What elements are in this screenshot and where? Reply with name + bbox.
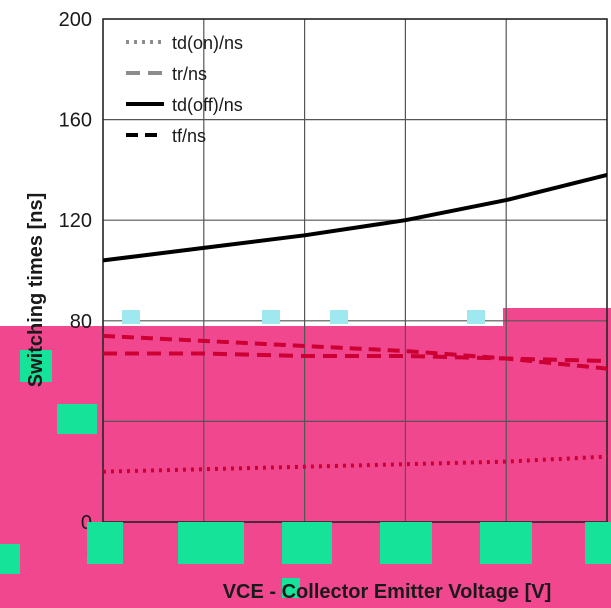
artifact-block <box>262 310 280 324</box>
artifact-block <box>122 310 140 324</box>
y-tick-label: 160 <box>59 110 92 132</box>
artifact-block <box>330 310 348 324</box>
overlay-band-top-right <box>503 308 611 326</box>
series-group <box>103 172 607 474</box>
artifact-block <box>480 522 532 564</box>
y-tick-label: 80 <box>70 311 92 333</box>
series-line-3 <box>103 333 607 371</box>
artifact-block <box>467 310 485 324</box>
plot-frame <box>102 18 608 523</box>
artifact-block <box>20 350 52 382</box>
legend-label: td(off)/ns <box>172 95 243 115</box>
y-tick-label: 120 <box>59 210 92 232</box>
legend: td(on)/ns tr/ns td(off)/ns tf/ns <box>126 33 243 146</box>
overlay-top-strip <box>0 38 611 58</box>
series-line-2 <box>103 172 607 263</box>
y-tick-label: 200 <box>59 9 92 31</box>
y-tick-label: 0 <box>81 512 92 534</box>
artifact-block <box>282 522 332 564</box>
legend-label: td(on)/ns <box>172 33 243 53</box>
legend-label: tf/ns <box>172 126 206 146</box>
artifact-block <box>380 522 432 564</box>
artifact-block <box>87 522 123 564</box>
artifact-block <box>585 522 611 564</box>
x-axis-label: VCE - Collector Emitter Voltage [V] <box>223 581 552 603</box>
y-axis-label: Switching times [ns] <box>25 193 47 387</box>
artifact-block <box>57 404 97 434</box>
artifact-block <box>282 578 300 598</box>
artifact-block <box>0 544 20 574</box>
artifact-block <box>178 522 244 564</box>
legend-label: tr/ns <box>172 64 207 84</box>
artifact-blocks <box>0 310 611 598</box>
